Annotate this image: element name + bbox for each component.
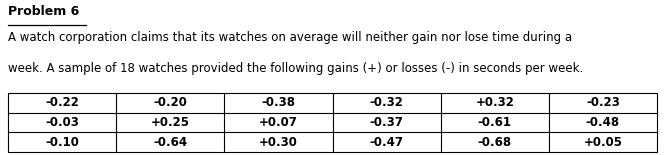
Text: +0.30: +0.30 [259, 136, 298, 149]
Text: -0.23: -0.23 [586, 96, 620, 109]
Text: +0.07: +0.07 [259, 116, 298, 129]
Text: A watch corporation claims that its watches on average will neither gain nor los: A watch corporation claims that its watc… [8, 31, 572, 44]
Text: -0.68: -0.68 [477, 136, 512, 149]
Text: -0.48: -0.48 [586, 116, 620, 129]
Text: Problem 6: Problem 6 [8, 5, 79, 18]
Text: -0.10: -0.10 [45, 136, 79, 149]
Text: week. A sample of 18 watches provided the following gains (+) or losses (-) in s: week. A sample of 18 watches provided th… [8, 62, 583, 75]
Text: -0.38: -0.38 [261, 96, 295, 109]
Text: -0.32: -0.32 [370, 96, 404, 109]
Text: -0.64: -0.64 [153, 136, 188, 149]
Text: +0.25: +0.25 [151, 116, 190, 129]
Bar [8, 93, 657, 152]
Text: -0.20: -0.20 [154, 96, 187, 109]
Text: +0.05: +0.05 [583, 136, 622, 149]
Text: -0.61: -0.61 [477, 116, 512, 129]
Text: -0.22: -0.22 [45, 96, 79, 109]
Text: -0.03: -0.03 [45, 116, 79, 129]
Text: -0.47: -0.47 [370, 136, 404, 149]
Text: +0.32: +0.32 [475, 96, 514, 109]
Text: -0.37: -0.37 [370, 116, 404, 129]
